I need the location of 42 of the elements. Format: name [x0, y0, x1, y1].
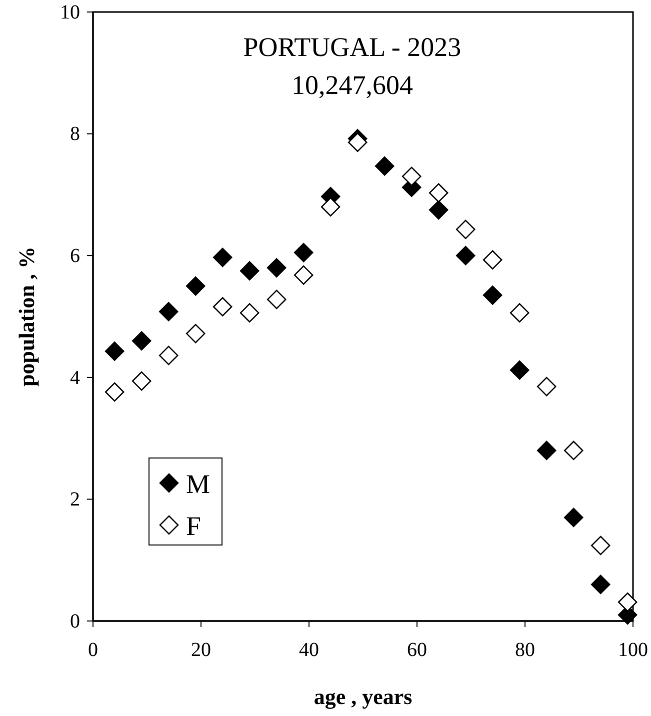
point: [240, 261, 260, 280]
point: [158, 302, 178, 322]
y-tick-label: 4: [70, 366, 80, 389]
text: 10,247,604: [291, 70, 414, 100]
x-tick-label: 60: [407, 639, 427, 661]
point: [348, 132, 368, 152]
point: [212, 248, 232, 268]
point: [482, 250, 502, 270]
y-tick-label: 0: [70, 610, 80, 632]
legend-label: F: [186, 511, 202, 541]
point: [132, 331, 152, 351]
point: [564, 508, 584, 528]
x-tick-label: 0: [88, 639, 98, 661]
x-axis-title: age , years: [314, 684, 413, 709]
point: [536, 440, 556, 460]
point: [402, 166, 422, 186]
text: PORTUGAL - 2023: [243, 32, 462, 62]
x-tick-label: 80: [515, 639, 535, 661]
point: [212, 297, 232, 316]
point: [510, 303, 530, 322]
point: [104, 342, 124, 361]
point: [320, 197, 340, 217]
y-tick-label: 8: [70, 123, 80, 146]
point: [240, 303, 260, 322]
y-tick-label: 6: [70, 245, 80, 267]
x-tick-label: 20: [191, 639, 211, 661]
point: [618, 592, 638, 612]
legend-label: M: [186, 469, 210, 499]
y-tick-label: 2: [70, 488, 80, 511]
y-axis-title: population , %: [14, 246, 39, 386]
point: [510, 360, 530, 380]
point: [456, 246, 476, 266]
y-tick-label: 10: [60, 1, 80, 24]
point: [186, 276, 206, 296]
point: [590, 574, 610, 594]
point: [266, 258, 286, 278]
point: [294, 242, 314, 262]
point: [428, 200, 448, 220]
x-tick-label: 40: [299, 639, 319, 661]
x-tick-label: 100: [618, 639, 648, 661]
point: [374, 156, 394, 176]
point: [482, 286, 502, 305]
